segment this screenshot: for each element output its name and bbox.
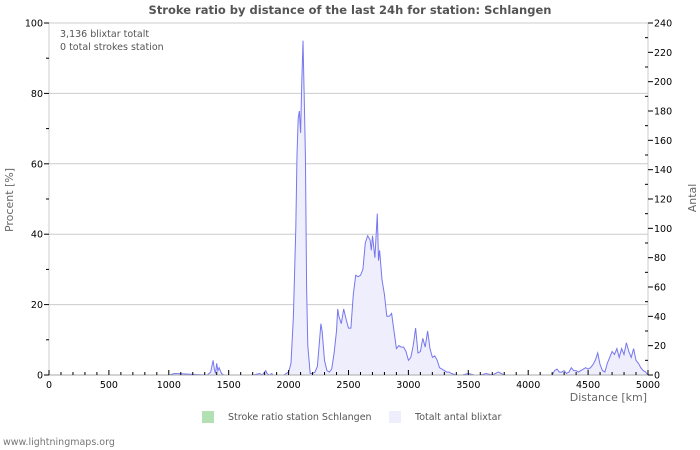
legend-item-stroke-ratio: Stroke ratio station Schlangen [202,411,372,423]
svg-text:4000: 4000 [516,380,540,391]
footer-credit: www.lightningmaps.org [3,437,115,448]
svg-text:100: 100 [654,224,672,235]
legend-label: Stroke ratio station Schlangen [228,411,372,423]
svg-text:140: 140 [654,165,672,176]
series-total-strokes [49,40,649,376]
chart-title: Stroke ratio by distance of the last 24h… [148,3,552,17]
svg-text:220: 220 [654,48,672,59]
svg-text:5000: 5000 [636,380,660,391]
svg-text:4500: 4500 [576,380,600,391]
svg-text:3000: 3000 [396,380,420,391]
svg-text:60: 60 [654,283,666,294]
svg-text:3500: 3500 [456,380,480,391]
total-strokes-text: 3,136 blixtar totalt [60,29,150,40]
info-box: 3,136 blixtar totalt 0 total strokes sta… [60,29,164,54]
svg-text:200: 200 [654,77,672,88]
station-strokes-text: 0 total strokes station [60,41,164,53]
svg-text:2500: 2500 [336,380,360,391]
svg-text:40: 40 [31,230,43,241]
svg-text:500: 500 [100,380,118,391]
right-axis-label: Antal [686,184,699,213]
svg-text:1000: 1000 [157,380,181,391]
plot-frame [48,22,649,376]
svg-text:0: 0 [37,371,43,382]
svg-text:20: 20 [654,341,666,352]
svg-text:0: 0 [46,380,52,391]
svg-text:100: 100 [25,19,43,30]
svg-text:1500: 1500 [217,380,241,391]
svg-text:240: 240 [654,19,672,30]
left-axis-label: Procent [%] [3,168,16,232]
legend-swatch-green [202,411,214,423]
svg-text:20: 20 [31,300,43,311]
legend-swatch-lavender [389,411,401,423]
x-axis-label: Distance [km] [570,391,647,404]
svg-text:180: 180 [654,107,672,118]
legend-label: Totalt antal blixtar [415,411,502,423]
gridlines [49,22,648,306]
svg-text:40: 40 [654,312,666,323]
svg-text:2000: 2000 [277,380,301,391]
svg-text:60: 60 [31,159,43,170]
svg-text:80: 80 [654,253,666,264]
axis-ticks: 0204060801000204060801001201401601802002… [25,19,672,392]
svg-text:0: 0 [654,371,660,382]
svg-text:120: 120 [654,195,672,206]
svg-text:80: 80 [31,89,43,100]
svg-text:160: 160 [654,136,672,147]
legend-item-total-strokes: Totalt antal blixtar [389,411,501,423]
